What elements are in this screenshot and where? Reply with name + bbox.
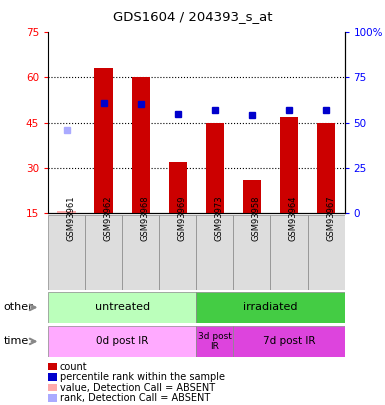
Bar	[169, 162, 187, 213]
Text: percentile rank within the sample: percentile rank within the sample	[60, 372, 225, 382]
Text: GSM93968: GSM93968	[141, 196, 150, 241]
Text: GSM93961: GSM93961	[67, 196, 76, 241]
Bar	[243, 179, 261, 213]
Bar	[159, 215, 196, 290]
Text: 0d post IR: 0d post IR	[96, 337, 149, 346]
Text: rank, Detection Call = ABSENT: rank, Detection Call = ABSENT	[60, 393, 210, 403]
Bar	[308, 215, 345, 290]
Text: 7d post IR: 7d post IR	[263, 337, 315, 346]
Text: GSM93973: GSM93973	[215, 196, 224, 241]
Bar	[48, 215, 85, 290]
Bar	[196, 215, 233, 290]
Text: value, Detection Call = ABSENT: value, Detection Call = ABSENT	[60, 383, 215, 392]
Bar	[122, 215, 159, 290]
Bar	[206, 123, 224, 213]
Bar	[85, 215, 122, 290]
Text: GSM93969: GSM93969	[178, 196, 187, 241]
Text: 3d post
IR: 3d post IR	[198, 332, 232, 351]
Text: GSM93967: GSM93967	[326, 196, 335, 241]
Text: irradiated: irradiated	[243, 303, 298, 312]
Bar	[280, 117, 298, 213]
Text: GDS1604 / 204393_s_at: GDS1604 / 204393_s_at	[113, 10, 272, 23]
Bar	[48, 292, 196, 323]
Bar	[317, 123, 335, 213]
Bar	[94, 68, 113, 213]
Bar	[270, 215, 308, 290]
Bar	[57, 211, 76, 213]
Bar	[233, 215, 270, 290]
Bar	[196, 326, 233, 357]
Text: GSM93962: GSM93962	[104, 196, 113, 241]
Text: other: other	[4, 303, 33, 312]
Text: untreated: untreated	[95, 303, 150, 312]
Text: time: time	[4, 337, 29, 346]
Text: GSM93964: GSM93964	[289, 196, 298, 241]
Text: GSM93958: GSM93958	[252, 196, 261, 241]
Text: count: count	[60, 362, 87, 371]
Bar	[233, 326, 345, 357]
Bar	[196, 292, 345, 323]
Bar	[48, 326, 196, 357]
Bar	[132, 77, 150, 213]
